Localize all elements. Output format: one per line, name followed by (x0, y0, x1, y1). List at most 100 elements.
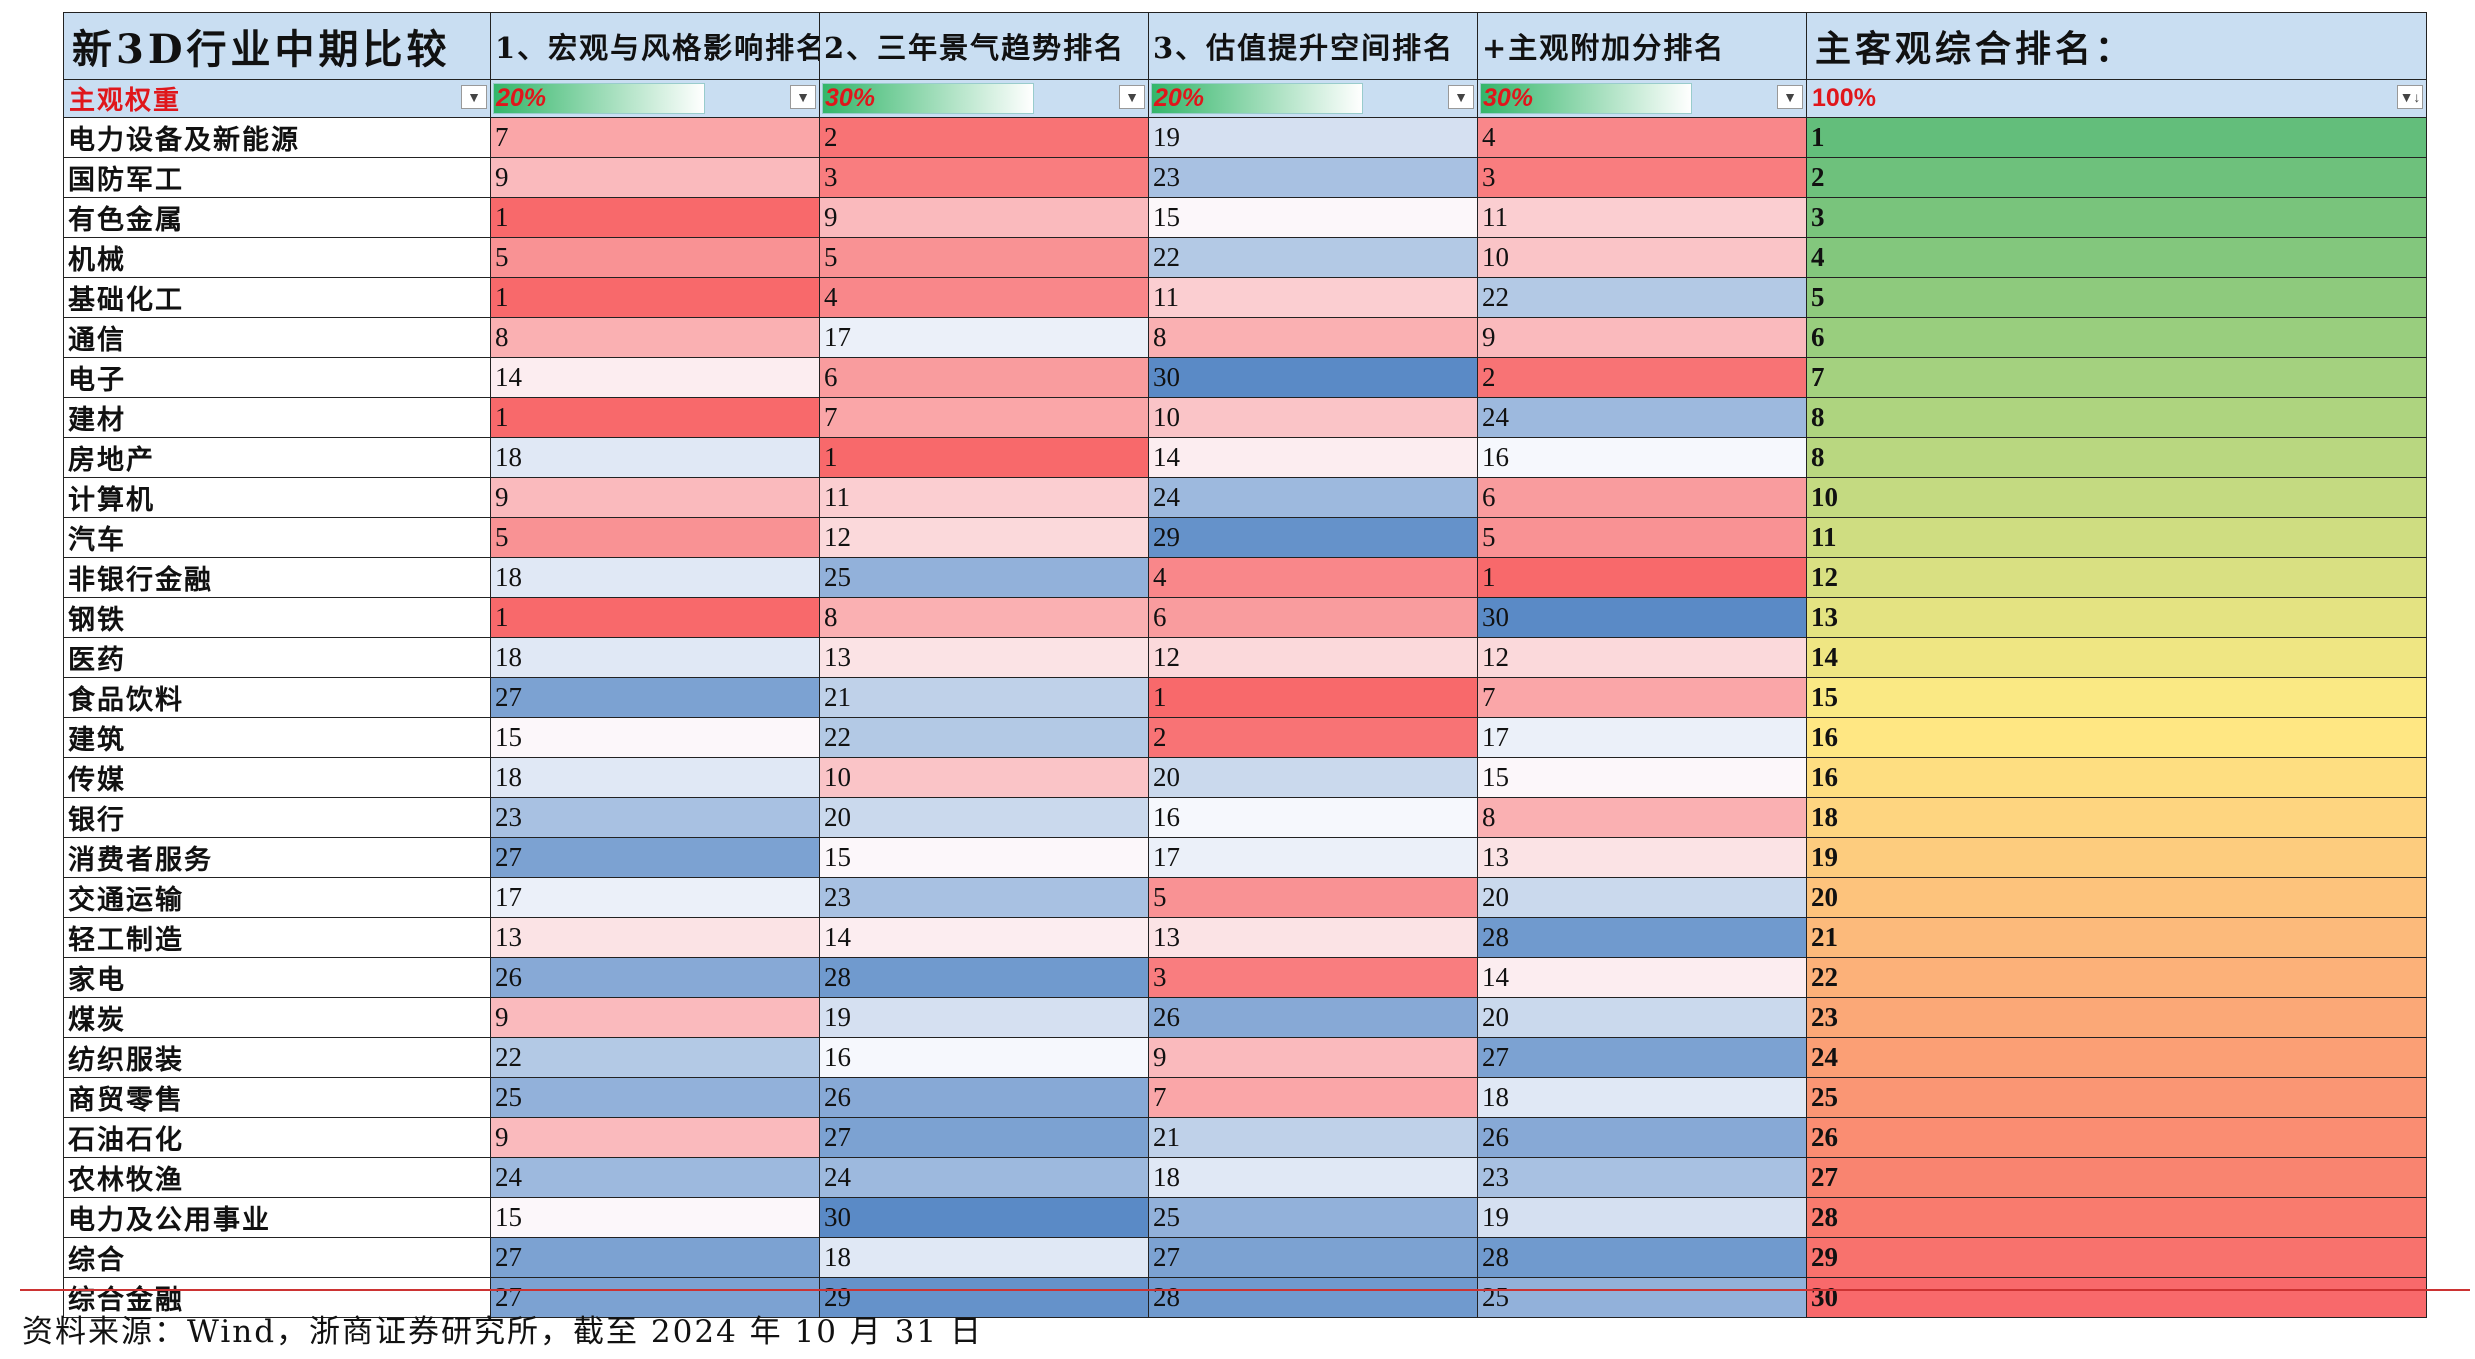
composite-rank-cell: 8 (1806, 437, 2427, 478)
rank-bonus-cell: 3 (1477, 157, 1807, 198)
rank-macro-cell: 18 (490, 437, 820, 478)
col-header-composite-rank: 主客观综合排名： (1806, 12, 2427, 80)
rank-macro-cell: 9 (490, 157, 820, 198)
rank-trend-cell: 25 (819, 557, 1149, 598)
industry-name: 纺织服装 (63, 1037, 491, 1078)
rank-macro-cell: 5 (490, 237, 820, 278)
industry-name: 汽车 (63, 517, 491, 558)
rank-valuation-cell: 19 (1148, 117, 1478, 158)
rank-macro-cell: 27 (490, 677, 820, 718)
rank-macro-cell: 27 (490, 1237, 820, 1278)
filter-dropdown-icon[interactable]: ▼ (1448, 85, 1474, 109)
industry-name: 通信 (63, 317, 491, 358)
filter-dropdown-icon[interactable]: ▼ (790, 85, 816, 109)
rank-bonus-cell: 9 (1477, 317, 1807, 358)
industry-name: 电力设备及新能源 (63, 117, 491, 158)
industry-name: 基础化工 (63, 277, 491, 318)
composite-rank-cell: 11 (1806, 517, 2427, 558)
composite-rank-cell: 6 (1806, 317, 2427, 358)
rank-bonus-cell: 24 (1477, 397, 1807, 438)
weight-value: 20% (1154, 84, 1205, 112)
rank-macro-cell: 25 (490, 1077, 820, 1118)
col-header-macro-style: 1、宏观与风格影响排名 (490, 12, 820, 80)
rank-macro-cell: 26 (490, 957, 820, 998)
table-row: 煤炭 9 19 26 20 23 (63, 997, 2427, 1038)
rank-trend-cell: 28 (819, 957, 1149, 998)
filter-dropdown-icon[interactable]: ▼ (1119, 85, 1145, 109)
weight-databar (822, 83, 1034, 114)
rank-macro-cell: 7 (490, 117, 820, 158)
weight-value: 30% (825, 84, 876, 112)
table-row: 建材 1 7 10 24 8 (63, 397, 2427, 438)
composite-rank-cell: 23 (1806, 997, 2427, 1038)
rank-bonus-cell: 23 (1477, 1157, 1807, 1198)
rank-valuation-cell: 21 (1148, 1117, 1478, 1158)
rank-bonus-cell: 22 (1477, 277, 1807, 318)
rank-valuation-cell: 2 (1148, 717, 1478, 758)
rank-bonus-cell: 30 (1477, 597, 1807, 638)
col-header-valuation-upside: 3、估值提升空间排名 (1148, 12, 1478, 80)
industry-name: 机械 (63, 237, 491, 278)
rank-valuation-cell: 5 (1148, 877, 1478, 918)
table-row: 有色金属 1 9 15 11 3 (63, 197, 2427, 238)
rank-macro-cell: 18 (490, 637, 820, 678)
filter-dropdown-icon[interactable]: ▼ (1777, 85, 1803, 109)
col-header-subjective-bonus: +主观附加分排名 (1477, 12, 1807, 80)
composite-rank-cell: 28 (1806, 1197, 2427, 1238)
rank-macro-cell: 9 (490, 997, 820, 1038)
rank-valuation-cell: 7 (1148, 1077, 1478, 1118)
rank-bonus-cell: 17 (1477, 717, 1807, 758)
rank-bonus-cell: 5 (1477, 517, 1807, 558)
rank-valuation-cell: 12 (1148, 637, 1478, 678)
industry-name: 房地产 (63, 437, 491, 478)
weight-label-cell: 主观权重 ▼ (63, 79, 491, 118)
composite-rank-cell: 2 (1806, 157, 2427, 198)
industry-name: 银行 (63, 797, 491, 838)
industry-name: 综合 (63, 1237, 491, 1278)
rank-bonus-cell: 12 (1477, 637, 1807, 678)
composite-rank-cell: 16 (1806, 757, 2427, 798)
weight-databar (1480, 83, 1692, 114)
sort-dropdown-icon[interactable]: ▼↓ (2397, 85, 2423, 109)
weight-value-total: 100% (1812, 84, 1876, 112)
rank-bonus-cell: 27 (1477, 1037, 1807, 1078)
weight-cell-valuation: 20% ▼ (1148, 79, 1478, 118)
industry-name: 计算机 (63, 477, 491, 518)
table-row: 钢铁 1 8 6 30 13 (63, 597, 2427, 638)
table-row: 机械 5 5 22 10 4 (63, 237, 2427, 278)
rank-bonus-cell: 8 (1477, 797, 1807, 838)
table-row: 医药 18 13 12 12 14 (63, 637, 2427, 678)
rank-bonus-cell: 1 (1477, 557, 1807, 598)
rank-trend-cell: 16 (819, 1037, 1149, 1078)
composite-rank-cell: 10 (1806, 477, 2427, 518)
rank-trend-cell: 15 (819, 837, 1149, 878)
table-row: 传媒 18 10 20 15 16 (63, 757, 2427, 798)
rank-trend-cell: 18 (819, 1237, 1149, 1278)
rank-trend-cell: 20 (819, 797, 1149, 838)
rank-trend-cell: 30 (819, 1197, 1149, 1238)
rank-macro-cell: 1 (490, 197, 820, 238)
rank-valuation-cell: 14 (1148, 437, 1478, 478)
rank-bonus-cell: 2 (1477, 357, 1807, 398)
rank-macro-cell: 8 (490, 317, 820, 358)
table-row: 消费者服务 27 15 17 13 19 (63, 837, 2427, 878)
rank-bonus-cell: 20 (1477, 877, 1807, 918)
industry-name: 非银行金融 (63, 557, 491, 598)
weight-databar (493, 83, 705, 114)
rank-valuation-cell: 20 (1148, 757, 1478, 798)
rank-macro-cell: 27 (490, 837, 820, 878)
table-row: 国防军工 9 3 23 3 2 (63, 157, 2427, 198)
rank-valuation-cell: 6 (1148, 597, 1478, 638)
table-row: 家电 26 28 3 14 22 (63, 957, 2427, 998)
table-body: 电力设备及新能源 7 2 19 4 1 国防军工 9 3 23 3 2 有色金属 1 9 15 11 3 机械 5 5 2… (63, 117, 2427, 1318)
table-row: 通信 8 17 8 9 6 (63, 317, 2427, 358)
rank-macro-cell: 15 (490, 717, 820, 758)
filter-dropdown-icon[interactable]: ▼ (461, 85, 487, 109)
weight-cell-macro: 20% ▼ (490, 79, 820, 118)
rank-trend-cell: 9 (819, 197, 1149, 238)
industry-name: 电力及公用事业 (63, 1197, 491, 1238)
table-row: 综合金融 27 29 28 25 30 (63, 1277, 2427, 1318)
industry-name: 电子 (63, 357, 491, 398)
rank-macro-cell: 14 (490, 357, 820, 398)
table-row: 电力设备及新能源 7 2 19 4 1 (63, 117, 2427, 158)
